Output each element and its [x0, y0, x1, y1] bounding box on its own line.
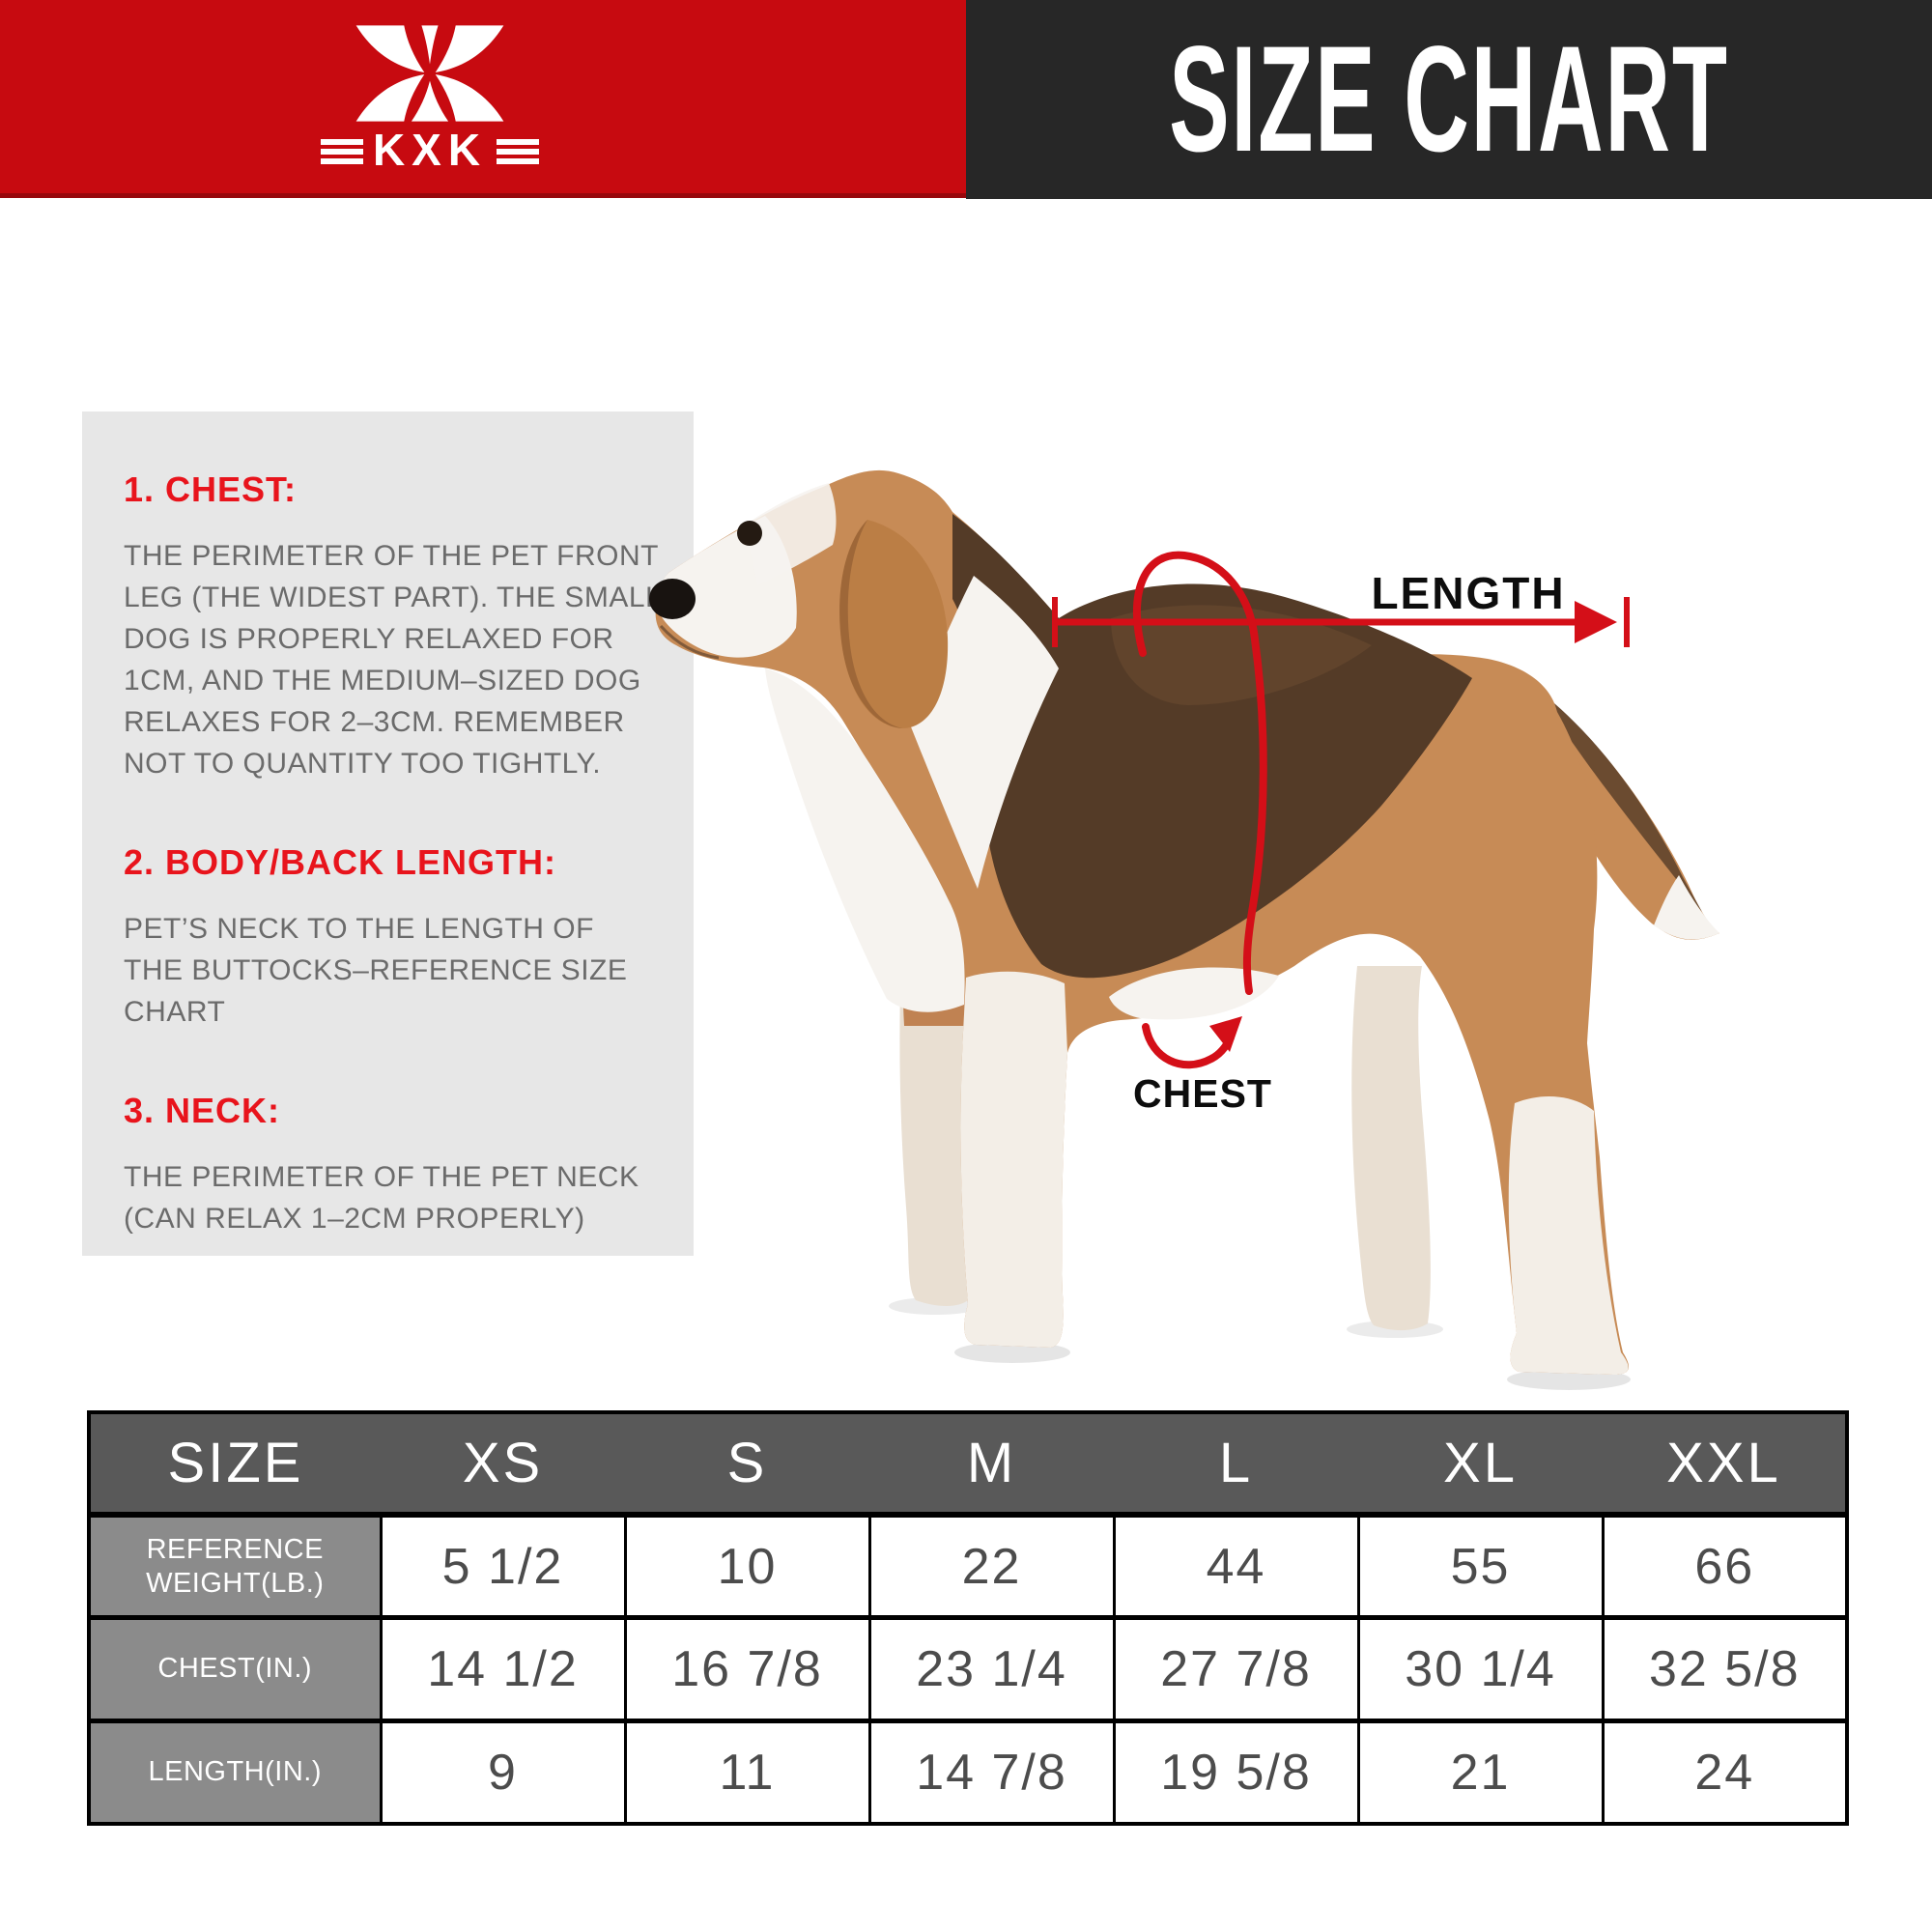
chest-l: 27 7/8 [1112, 1615, 1360, 1722]
logo-bars-left-icon [320, 139, 363, 164]
chest-white [765, 668, 965, 1012]
chest-xl: 30 1/4 [1356, 1615, 1605, 1722]
instruction-body-neck: THE PERIMETER OF THE PET NECK (CAN RELAX… [124, 1161, 639, 1235]
instruction-body-chest: THE PERIMETER OF THE PET FRONT LEG (THE … [124, 540, 663, 780]
measurement-annotations: LENGTH CHEST [1052, 551, 1630, 1116]
row-label-chest: CHEST(IN.) [87, 1615, 383, 1722]
col-header-size: SIZE [89, 1412, 381, 1518]
neck-blaze [910, 576, 1059, 889]
front-leg-sock [960, 971, 1067, 1348]
belly-patch [1109, 967, 1279, 1020]
col-header-xs: XS [381, 1412, 625, 1518]
chest-xxl: 32 5/8 [1601, 1615, 1849, 1722]
title-band: SIZE CHART [966, 0, 1932, 199]
page-title: SIZE CHART [1169, 14, 1729, 184]
chest-m: 23 1/4 [867, 1615, 1116, 1722]
col-header-m: M [869, 1412, 1114, 1518]
ear [839, 520, 949, 728]
length-xxl: 24 [1601, 1718, 1849, 1826]
table-row-weight: REFERENCE WEIGHT(LB.) 5 1/2 10 22 44 55 … [87, 1512, 1849, 1620]
kxk-x-icon [355, 25, 504, 122]
brand-name: KXK [372, 125, 488, 175]
size-table: SIZE XS S M L XL XXL REFERENCE WEIGHT(LB… [87, 1410, 1849, 1826]
weight-s: 10 [623, 1512, 871, 1620]
weight-xs: 5 1/2 [379, 1512, 627, 1620]
instruction-body-body-length: PET’S NECK TO THE LENGTH OF THE BUTTOCKS… [124, 913, 628, 1028]
length-xl: 21 [1356, 1718, 1605, 1826]
brand-header-band: KXK [0, 0, 966, 198]
length-s: 11 [623, 1718, 871, 1826]
weight-l: 44 [1112, 1512, 1360, 1620]
size-table-header-row: SIZE XS S M L XL XXL [89, 1412, 1847, 1518]
saddle-patch [952, 514, 1472, 979]
weight-xl: 55 [1356, 1512, 1605, 1620]
logo-wordmark-row: KXK [320, 125, 540, 175]
instruction-heading-chest: 1. CHEST: [124, 469, 298, 509]
tail [1532, 686, 1719, 940]
row-label-length: LENGTH(IN.) [87, 1718, 383, 1826]
far-rear-leg [1351, 966, 1431, 1331]
length-l: 19 5/8 [1112, 1718, 1360, 1826]
length-label: LENGTH [1371, 568, 1565, 618]
row-label-weight: REFERENCE WEIGHT(LB.) [87, 1512, 383, 1620]
rear-leg-sock [1508, 1096, 1629, 1375]
measuring-instructions-panel: 1. CHEST: THE PERIMETER OF THE PET FRONT… [82, 412, 694, 1256]
length-m: 14 7/8 [867, 1718, 1116, 1826]
col-header-xl: XL [1358, 1412, 1603, 1518]
instruction-heading-neck: 3. NECK: [124, 1091, 281, 1130]
chest-s: 16 7/8 [623, 1615, 871, 1722]
col-header-xxl: XXL [1603, 1412, 1847, 1518]
dog-illustration [649, 469, 1719, 1390]
table-row-length: LENGTH(IN.) 9 11 14 7/8 19 5/8 21 24 [87, 1718, 1849, 1826]
length-xs: 9 [379, 1718, 627, 1826]
kxk-logo: KXK [285, 12, 575, 185]
eye [737, 521, 762, 546]
far-front-leg [899, 850, 978, 1306]
dog-body [655, 469, 1629, 1376]
chest-girth-loop [1132, 551, 1267, 995]
weight-m: 22 [867, 1512, 1116, 1620]
table-row-chest: CHEST(IN.) 14 1/2 16 7/8 23 1/4 27 7/8 3… [87, 1615, 1849, 1722]
length-measure-arrow [1052, 597, 1630, 647]
weight-xxl: 66 [1601, 1512, 1849, 1620]
col-header-l: L [1114, 1412, 1358, 1518]
instruction-heading-body-length: 2. BODY/BACK LENGTH: [124, 842, 557, 882]
chest-label: CHEST [1133, 1071, 1272, 1116]
col-header-s: S [625, 1412, 869, 1518]
chest-curve-arrow [1142, 1016, 1242, 1069]
chest-xs: 14 1/2 [379, 1615, 627, 1722]
logo-bars-right-icon [497, 139, 540, 164]
